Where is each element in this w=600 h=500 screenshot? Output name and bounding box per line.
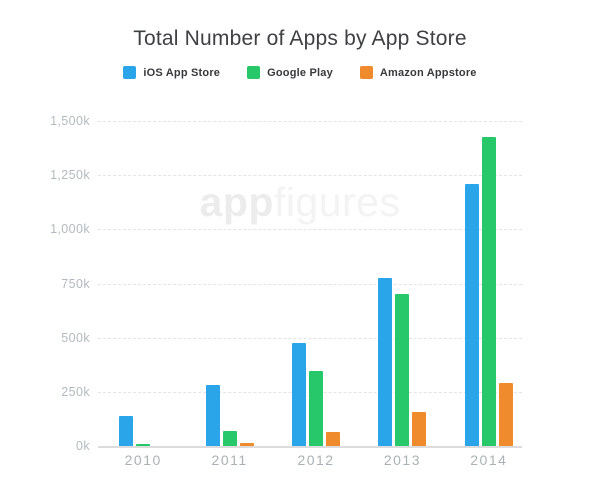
gridline xyxy=(98,175,522,177)
gridline xyxy=(98,337,522,339)
x-tick-label: 2014 xyxy=(470,452,508,468)
x-tick-label: 2010 xyxy=(124,452,162,468)
legend: iOS App Store Google Play Amazon Appstore xyxy=(0,66,600,79)
bar-amazon-appstore-2013 xyxy=(412,412,427,446)
legend-swatch-icon xyxy=(247,66,261,79)
bar-ios-app-store-2012 xyxy=(292,343,307,446)
y-tick-label: 1,000k xyxy=(50,222,90,237)
bar-google-play-2013 xyxy=(395,294,410,446)
bar-ios-app-store-2014 xyxy=(464,183,479,446)
bar-group-2010 xyxy=(100,121,186,446)
y-tick-label: 250k xyxy=(61,384,90,399)
legend-item: Amazon Appstore xyxy=(359,66,477,79)
bar-group-2012 xyxy=(273,121,359,446)
bar-google-play-2010 xyxy=(136,443,151,446)
legend-swatch-icon xyxy=(359,66,373,79)
bar-google-play-2014 xyxy=(481,137,496,446)
x-axis: 2010 2011 2012 2013 2014 xyxy=(100,452,532,468)
x-tick-label: 2013 xyxy=(383,452,421,468)
bar-amazon-appstore-2012 xyxy=(326,431,341,446)
y-tick-label: 1,250k xyxy=(50,168,90,183)
legend-label: iOS App Store xyxy=(143,66,221,79)
bar-group-2011 xyxy=(186,121,272,446)
bar-google-play-2011 xyxy=(222,430,237,446)
gridline xyxy=(98,121,522,122)
gridline xyxy=(98,229,522,231)
gridline xyxy=(98,283,522,285)
y-tick-label: 750k xyxy=(61,276,90,291)
y-tick-label: 1,500k xyxy=(50,114,90,128)
x-axis-baseline xyxy=(98,446,522,448)
bar-ios-app-store-2011 xyxy=(205,385,220,446)
watermark: appfigures xyxy=(0,180,600,224)
legend-swatch-icon xyxy=(123,66,137,79)
legend-label: Google Play xyxy=(267,66,333,79)
y-tick-label: 500k xyxy=(61,330,90,345)
legend-label: Amazon Appstore xyxy=(379,66,477,79)
plot-area xyxy=(100,121,532,446)
bar-ios-app-store-2010 xyxy=(119,415,134,446)
legend-item: iOS App Store xyxy=(123,66,220,79)
bar-group-2014 xyxy=(446,121,532,446)
bar-ios-app-store-2013 xyxy=(378,278,393,446)
watermark-bold-text: app xyxy=(199,179,274,225)
chart-title: Total Number of Apps by App Store xyxy=(133,27,467,50)
legend-item: Google Play xyxy=(247,66,333,79)
bar-amazon-appstore-2011 xyxy=(239,442,254,446)
bar-google-play-2012 xyxy=(309,371,324,446)
bar-amazon-appstore-2014 xyxy=(498,383,513,446)
x-tick-label: 2011 xyxy=(211,452,248,468)
watermark-light-text: figures xyxy=(273,179,401,225)
x-tick-label: 2012 xyxy=(297,452,335,468)
y-tick-label: 0k xyxy=(75,439,90,453)
bar-group-2013 xyxy=(359,121,445,446)
